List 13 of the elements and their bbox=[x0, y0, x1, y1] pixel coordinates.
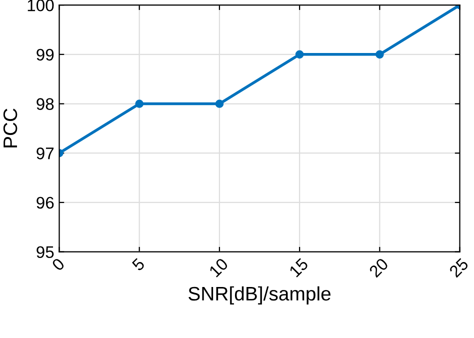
y-tick-label: 96 bbox=[36, 196, 54, 209]
x-tick-label: 5 bbox=[131, 258, 146, 272]
x-tick-label: 20 bbox=[368, 257, 389, 278]
x-tick-label: 25 bbox=[448, 257, 470, 278]
x-tick-label: 10 bbox=[208, 257, 229, 278]
y-axis-title: PCC bbox=[3, 108, 18, 148]
y-tick-label: 98 bbox=[36, 98, 54, 110]
y-tick-label: 99 bbox=[36, 48, 54, 61]
x-axis-title: SNR[dB]/sample bbox=[188, 286, 331, 304]
x-tick-label: 15 bbox=[288, 258, 309, 278]
y-tick-label: 95 bbox=[36, 246, 54, 258]
x-tick-label: 0 bbox=[51, 257, 66, 272]
y-tick-label: 97 bbox=[36, 148, 54, 160]
